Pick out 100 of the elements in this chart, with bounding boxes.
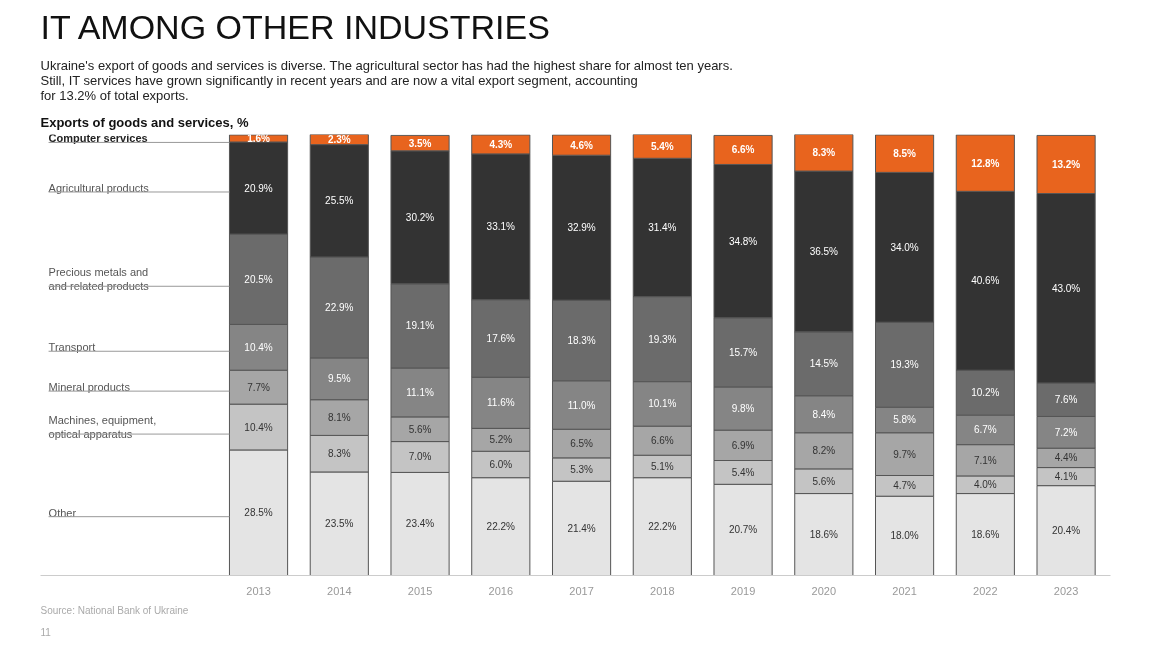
data-label: 19.1%: [405, 320, 435, 332]
x-tick-label: 2023: [1053, 584, 1079, 597]
text: Computer services: [48, 132, 148, 145]
data-label: 36.5%: [809, 245, 839, 257]
data-label: 28.5%: [244, 507, 273, 519]
data-label: 5.6%: [812, 475, 836, 487]
data-label: 5.8%: [893, 414, 917, 426]
text: Agricultural products: [48, 182, 150, 195]
data-label: 34.0%: [890, 241, 919, 253]
data-label: 18.6%: [971, 529, 1000, 541]
x-tick-label: 2020: [811, 584, 837, 597]
data-label: 34.8%: [728, 235, 758, 247]
text: Machines, equipment, optical apparatus: [48, 413, 157, 441]
data-label: 9.7%: [893, 448, 917, 460]
data-label: 25.5%: [325, 195, 354, 207]
data-label: 4.0%: [973, 479, 997, 491]
data-label: 8.3%: [327, 448, 351, 460]
data-label: 6.9%: [731, 439, 755, 451]
data-label: 5.6%: [408, 423, 432, 435]
data-label: 8.5%: [893, 148, 917, 160]
data-label: 9.8%: [731, 403, 755, 415]
data-label: 6.5%: [570, 438, 594, 450]
data-label: 10.1%: [648, 398, 677, 410]
data-label: 8.1%: [327, 412, 351, 424]
data-label: 23.4%: [405, 518, 435, 530]
x-tick-label: 2017: [569, 584, 594, 597]
data-label: 14.5%: [809, 358, 839, 370]
x-tick-label: 2016: [488, 584, 514, 597]
data-label: 22.2%: [648, 521, 677, 533]
data-label: 8.2%: [812, 445, 836, 457]
data-label: 30.2%: [405, 211, 435, 223]
data-label: 5.2%: [489, 434, 513, 446]
text: Precious metals and and related products: [48, 266, 150, 293]
data-label: 43.0%: [1051, 282, 1081, 294]
data-label: 10.2%: [971, 387, 1000, 399]
x-tick-label: 2019: [730, 584, 756, 597]
x-tick-label: 2022: [973, 584, 998, 597]
data-label: 23.5%: [325, 518, 354, 530]
data-label: 3.5%: [408, 137, 432, 149]
data-label: 6.6%: [650, 435, 674, 447]
data-label: 20.7%: [728, 524, 758, 536]
data-label: 18.0%: [890, 530, 919, 542]
data-label: 19.3%: [890, 359, 919, 371]
data-label: 4.1%: [1054, 471, 1078, 483]
x-tick-label: 2021: [892, 584, 917, 597]
x-tick-label: 2018: [650, 584, 675, 597]
data-label: 7.6%: [1054, 394, 1078, 406]
data-label: 6.7%: [973, 424, 997, 436]
data-label: 5.1%: [650, 460, 674, 472]
x-tick-label: 2013: [246, 584, 271, 597]
data-label: 2.3%: [327, 134, 351, 146]
data-label: 40.6%: [971, 275, 1000, 287]
text: Exports of goods and services, %: [40, 114, 249, 130]
data-label: 4.6%: [570, 139, 594, 151]
data-label: 5.3%: [570, 464, 594, 476]
data-label: 7.1%: [973, 454, 997, 466]
source-note: Source: National Bank of Ukraine: [40, 604, 189, 616]
data-label: 9.5%: [327, 373, 351, 385]
data-label: 8.3%: [812, 147, 836, 159]
data-label: 7.2%: [1054, 426, 1078, 438]
data-label: 11.1%: [406, 386, 434, 398]
data-label: 6.0%: [489, 458, 513, 470]
data-label: 6.6%: [731, 144, 755, 156]
x-tick-label: 2015: [407, 584, 433, 597]
data-label: 4.3%: [489, 138, 513, 150]
data-label: 4.4%: [1054, 452, 1078, 464]
data-label: 8.4%: [812, 408, 836, 420]
data-label: 31.4%: [648, 221, 677, 233]
data-label: 4.7%: [893, 480, 917, 492]
data-label: 21.4%: [567, 522, 596, 534]
text: 11: [40, 626, 52, 638]
data-label: 22.9%: [325, 301, 354, 313]
data-label: 13.2%: [1051, 158, 1081, 170]
data-label: 10.4%: [244, 421, 273, 433]
data-label: 7.7%: [247, 381, 271, 393]
data-label: 20.9%: [244, 182, 273, 194]
data-label: 22.2%: [486, 521, 516, 533]
text: Mineral products: [48, 381, 131, 394]
data-label: 18.6%: [809, 529, 839, 541]
data-label: 11.6%: [487, 397, 515, 409]
data-label: 11.0%: [567, 399, 596, 411]
text: Other: [48, 506, 77, 519]
data-label: 32.9%: [567, 222, 596, 234]
chart-subtitle: Ukraine's export of goods and services is diverse. The agricultural sector has had the highest share for almost ten years. Still, IT services have grown significantly in recent years and are now a vital export segment, accounting for 13.2% of total exports.: [40, 57, 733, 103]
data-label: 17.6%: [486, 332, 516, 344]
data-label: 5.4%: [650, 140, 674, 152]
data-label: 7.0%: [408, 451, 432, 463]
data-label: 10.4%: [244, 341, 273, 353]
data-label: 18.3%: [567, 334, 596, 346]
text: Transport: [48, 341, 96, 354]
data-label: 20.5%: [244, 273, 273, 285]
data-label: 5.4%: [731, 466, 755, 478]
data-label: 19.3%: [648, 333, 677, 345]
data-label: 20.4%: [1051, 525, 1081, 537]
data-label: 33.1%: [486, 221, 516, 233]
data-label: 12.8%: [971, 157, 1000, 169]
chart-title: IT AMONG OTHER INDUSTRIES: [40, 7, 550, 46]
x-tick-label: 2014: [327, 584, 352, 597]
data-label: 15.7%: [728, 346, 758, 358]
data-label: 1.6%: [247, 132, 271, 144]
